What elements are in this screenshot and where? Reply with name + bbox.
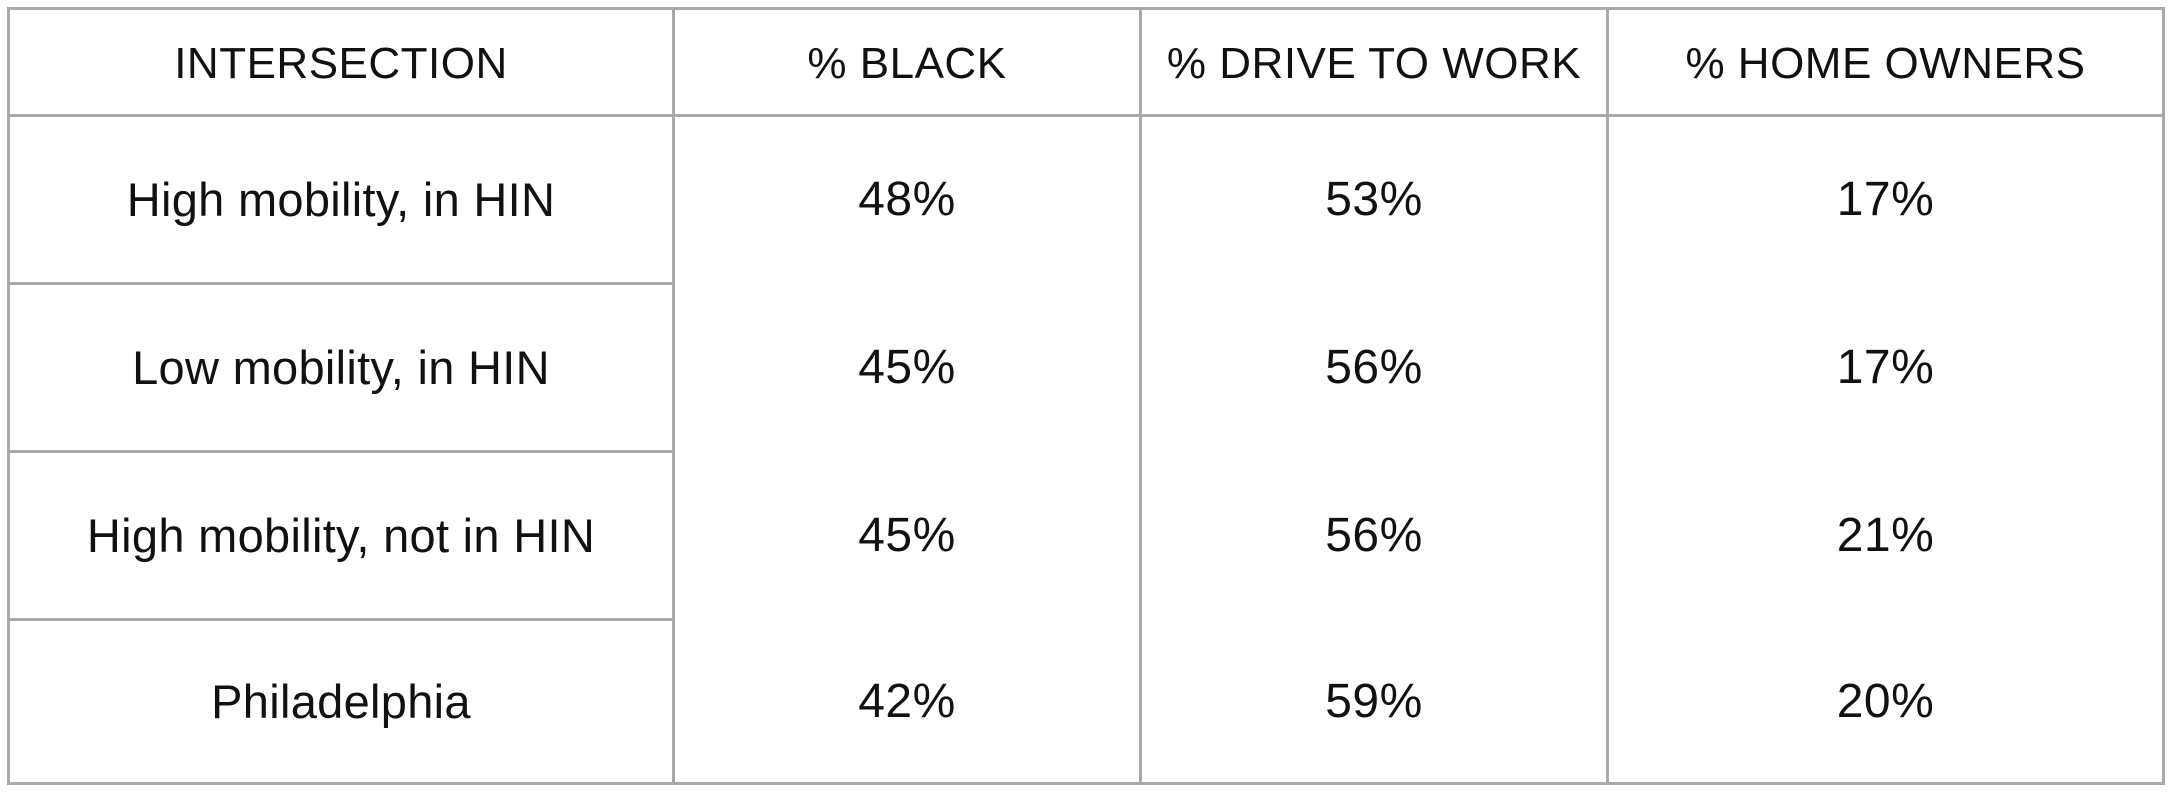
row-label-philadelphia: Philadelphia [211,675,471,728]
row-divider-1 [10,282,674,285]
data-table: INTERSECTION % BLACK % DRIVE TO WORK % H… [7,7,2165,785]
cell-pct-drive-to-work: 56% [1325,341,1423,394]
header-pct-black: % BLACK [807,38,1007,88]
cell-pct-black: 48% [858,173,956,226]
header-pct-home-owners: % HOME OWNERS [1685,38,2086,88]
row-label-low-mobility-in-hin: Low mobility, in HIN [132,341,550,394]
cell-pct-home-owners: 20% [1836,675,1935,728]
cell-pct-drive-to-work: 53% [1325,173,1423,226]
header-pct-drive-to-work: % DRIVE TO WORK [1166,38,1582,88]
cell-pct-home-owners: 21% [1836,509,1935,562]
cell-pct-black: 42% [858,675,956,728]
cell-pct-home-owners: 17% [1836,173,1935,226]
column-divider-2 [1139,10,1142,782]
cell-pct-black: 45% [858,341,956,394]
column-divider-3 [1606,10,1609,782]
row-divider-2 [10,450,674,453]
cell-pct-drive-to-work: 56% [1325,509,1423,562]
row-divider-3 [10,618,674,621]
header-divider [10,114,2162,117]
cell-pct-black: 45% [858,509,956,562]
row-label-high-mobility-in-hin: High mobility, in HIN [126,173,556,226]
cell-pct-drive-to-work: 59% [1325,675,1423,728]
row-label-high-mobility-not-in-hin: High mobility, not in HIN [86,509,596,562]
header-intersection: INTERSECTION [174,38,508,88]
cell-pct-home-owners: 17% [1836,341,1935,394]
column-divider-1 [672,10,675,782]
